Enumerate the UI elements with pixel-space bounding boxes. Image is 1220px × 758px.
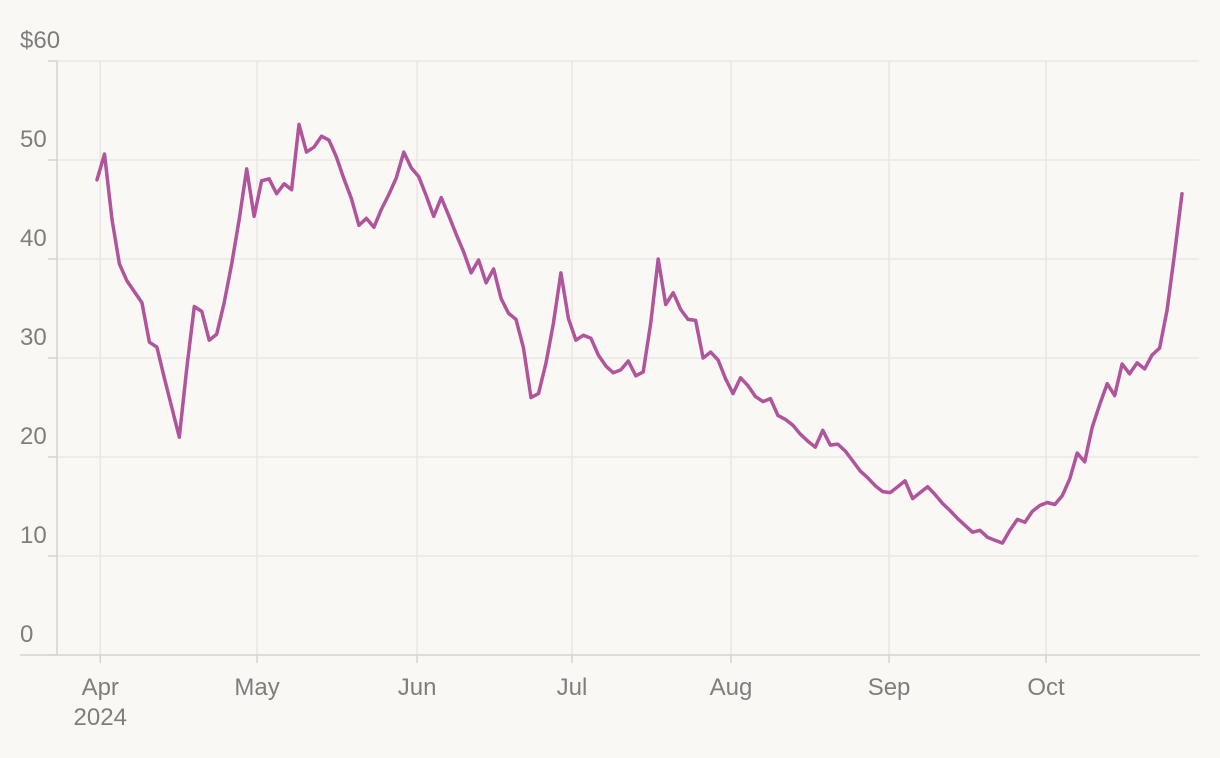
y-axis-label: 10	[20, 522, 47, 549]
x-axis-label: Apr	[82, 674, 119, 701]
y-axis-label: 0	[20, 621, 33, 648]
x-axis-label: Aug	[710, 674, 753, 701]
y-axis-label: 20	[20, 423, 47, 450]
x-axis-label: Jul	[557, 674, 588, 701]
y-axis-label: 50	[20, 126, 47, 153]
x-axis-label: May	[234, 674, 279, 701]
y-axis-label: $60	[20, 27, 60, 54]
x-axis-sublabel: 2024	[74, 704, 127, 731]
x-axis-label: Sep	[868, 674, 911, 701]
x-axis-label: Jun	[398, 674, 437, 701]
y-axis-label: 40	[20, 225, 47, 252]
x-axis-label: Oct	[1027, 674, 1065, 701]
y-axis-label: 30	[20, 324, 47, 351]
price-line	[95, 122, 1184, 545]
